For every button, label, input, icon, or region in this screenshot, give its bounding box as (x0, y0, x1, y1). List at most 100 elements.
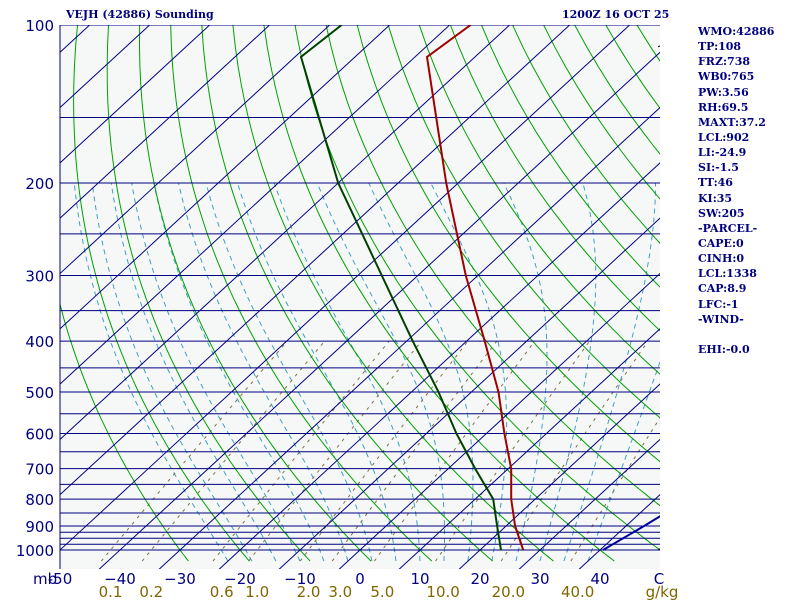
dry-adiabat-30 (232, 25, 554, 562)
moist-adiabat-28 (503, 182, 548, 562)
isotherm--110 (60, 25, 271, 219)
index-item: CAP:8.9 (698, 282, 747, 296)
moist-adiabat-20 (368, 182, 474, 562)
temperature-label-0: 0 (355, 570, 365, 588)
mixing-ratio-label-20: 20.0 (492, 583, 525, 600)
temperature-label-30: 30 (530, 570, 549, 588)
mixing-ratio-line-0.2 (141, 340, 326, 562)
moist-adiabat--8 (131, 182, 301, 562)
index-item: CAPE:0 (698, 236, 744, 250)
index-item: -PARCEL- (698, 221, 758, 235)
pressure-axis-labels: 1000 900 800 700 600 500 400 300 200 100 (16, 17, 54, 560)
moist-adiabat-4 (205, 182, 373, 562)
mixing-ratio-unit-label: g/kg (646, 583, 679, 600)
dry-adiabat-50 (294, 25, 660, 551)
index-item: EHI:-0.0 (698, 342, 750, 356)
pressure-label-100: 100 (25, 17, 54, 35)
isotherm--20 (218, 162, 660, 569)
index-item: CINH:0 (698, 252, 745, 266)
temperature-label--10: −10 (284, 570, 316, 588)
dry-adiabat-90 (418, 25, 660, 375)
dry-adiabat-120 (512, 25, 660, 244)
temperature-unit-label: C (654, 570, 664, 588)
moist-adiabat-32 (539, 182, 597, 562)
isotherm-20 (458, 383, 660, 569)
mixing-ratio-label-0.2: 0.2 (139, 583, 163, 600)
dry-adiabat-110 (481, 25, 660, 288)
sounding-profiles (299, 25, 660, 551)
isotherm--80 (60, 25, 451, 385)
mixing-ratio-axis-labels: 0.1 0.2 0.6 1.0 2.0 3.0 5.0 10.0 20.0 40.0 g/kg (99, 583, 679, 600)
index-item: MAXT:37.2 (698, 115, 766, 129)
pressure-label-900: 900 (25, 518, 54, 536)
dry-adiabat--10 (106, 25, 311, 562)
index-item: TT:46 (698, 176, 733, 190)
pressure-label-300: 300 (25, 267, 54, 285)
pressure-label-800: 800 (25, 491, 54, 509)
index-item: PW:3.56 (698, 85, 749, 99)
temperature-label-10: 10 (410, 570, 429, 588)
temperature-label-40: 40 (590, 570, 609, 588)
mixing-ratio-label-3: 3.0 (328, 583, 352, 600)
mixing-ratio-line-1 (248, 340, 422, 562)
dry-adiabat-210 (792, 25, 800, 561)
mixing-ratio-label-10: 10.0 (426, 583, 459, 600)
isotherm-0 (338, 272, 660, 569)
dry-adiabat-10 (170, 25, 433, 562)
station-title: VEJH (42886) Sounding (66, 8, 214, 21)
moist-adiabat--4 (153, 182, 325, 562)
index-item: LI:-24.9 (698, 146, 747, 160)
isotherm-10 (398, 328, 660, 569)
temperature-axis-labels: mb-50 −40 −30 −20 −10 0 10 20 30 40 C (33, 570, 664, 588)
parcel-line (602, 515, 660, 551)
mixing-ratio-label-0.6: 0.6 (210, 583, 234, 600)
pressure-label-400: 400 (25, 333, 54, 351)
dewpoint-line (299, 25, 502, 551)
wind-barbs (657, 45, 660, 551)
mixing-ratio-label-2: 2.0 (297, 583, 321, 600)
index-item: SW:205 (698, 206, 745, 220)
temperature-label--20: −20 (224, 570, 256, 588)
isotherm--100 (60, 25, 331, 275)
temperature-label--50: -50 (48, 570, 73, 588)
isotherm--70 (60, 25, 511, 441)
isotherm--40 (98, 51, 660, 569)
temperature-label--30: −30 (164, 570, 196, 588)
stability-indices: WMO:42886 TP:108 FRZ:738 WB0:765 PW:3.56 RH:6… (698, 24, 774, 357)
pressure-unit-label: mb (33, 570, 57, 588)
dry-adiabat-80 (387, 25, 660, 419)
index-item: FRZ:738 (698, 55, 751, 69)
dry-adiabat--20 (73, 25, 250, 562)
isotherm--90 (60, 25, 391, 330)
moist-adiabat--20 (73, 182, 229, 562)
temperature-line (425, 25, 525, 551)
index-item: -WIND- (698, 312, 744, 326)
isotherm--60 (60, 25, 571, 496)
dry-adiabat-60 (325, 25, 660, 507)
index-item: LFC:-1 (698, 297, 739, 311)
pressure-label-700: 700 (25, 461, 54, 479)
mixing-ratio-lines (100, 340, 660, 562)
dry-adiabat-100 (449, 25, 660, 332)
mixing-ratio-line-10 (435, 340, 591, 562)
mixing-ratio-line-0.1 (100, 340, 288, 562)
moist-adiabat-16 (316, 182, 445, 562)
pressure-label-200: 200 (25, 175, 54, 193)
index-item: LCL:1338 (698, 267, 757, 281)
mixing-ratio-label-0.1: 0.1 (99, 583, 123, 600)
pressure-label-600: 600 (25, 426, 54, 444)
mixing-ratio-label-1: 1.0 (245, 583, 269, 600)
dry-adiabat--30 (60, 302, 189, 562)
dry-adiabat-20 (201, 25, 493, 562)
index-item: WB0:765 (698, 70, 755, 84)
moist-adiabat-12 (273, 182, 421, 562)
plot-background (60, 25, 660, 569)
moist-adiabat-0 (177, 182, 349, 562)
mixing-ratio-label-5: 5.0 (370, 583, 394, 600)
isotherm--30 (158, 106, 660, 569)
pressure-label-500: 500 (25, 384, 54, 402)
isotherm--50 (60, 25, 631, 551)
index-item: LCL:902 (698, 130, 750, 144)
isotherm-30 (518, 438, 660, 569)
